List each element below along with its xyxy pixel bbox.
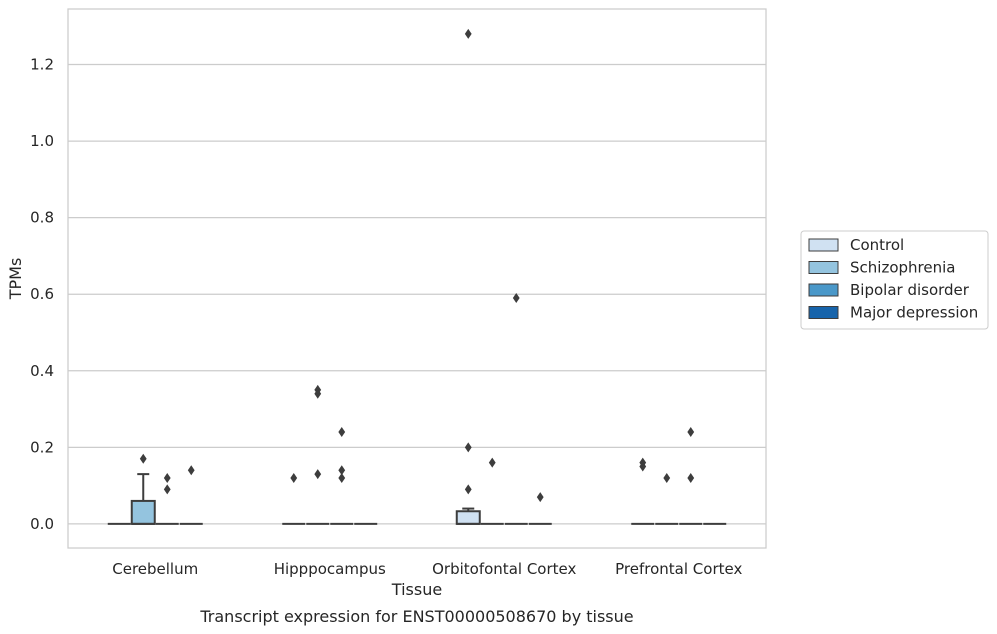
x-tick-label: Orbitofontal Cortex bbox=[432, 560, 576, 578]
outlier-point bbox=[163, 472, 171, 483]
y-tick-label: 0.0 bbox=[30, 515, 54, 533]
plot-frame bbox=[67, 8, 767, 549]
outlier-point bbox=[687, 472, 695, 483]
y-axis-label: TPMs bbox=[6, 258, 25, 301]
outlier-point bbox=[488, 457, 496, 468]
outlier-point bbox=[338, 427, 346, 438]
outlier-point bbox=[290, 472, 298, 483]
legend-swatch bbox=[808, 283, 839, 297]
legend-label: Schizophrenia bbox=[850, 259, 955, 277]
outlier-point bbox=[187, 465, 195, 476]
legend-label: Control bbox=[850, 236, 904, 254]
box bbox=[455, 510, 481, 525]
outlier-point bbox=[512, 293, 520, 304]
outlier-point bbox=[314, 388, 322, 399]
outlier-point bbox=[338, 472, 346, 483]
outlier-point bbox=[338, 465, 346, 476]
legend-swatch bbox=[808, 238, 839, 252]
outlier-point bbox=[464, 442, 472, 453]
outlier-point bbox=[139, 453, 147, 464]
chart-caption: Transcript expression for ENST0000050867… bbox=[199, 607, 633, 626]
box-elements bbox=[107, 473, 727, 525]
outlier-point bbox=[163, 484, 171, 495]
outlier-point bbox=[536, 492, 544, 503]
y-tick-label: 1.0 bbox=[30, 132, 54, 150]
x-tick-label: Hipppocampus bbox=[274, 560, 386, 578]
legend: Control Schizophrenia Bipolar disorder Majo… bbox=[800, 230, 989, 330]
x-tick-label: Cerebellum bbox=[112, 560, 198, 578]
outlier-point bbox=[464, 28, 472, 39]
legend-swatch bbox=[808, 261, 839, 274]
outlier-point bbox=[314, 469, 322, 480]
x-tick-labels: Cerebellum Hipppocampus Orbitofontal Corte… bbox=[112, 560, 742, 578]
outlier-point bbox=[687, 427, 695, 438]
x-axis-label: Tissue bbox=[391, 580, 442, 599]
y-tick-label: 1.2 bbox=[30, 56, 54, 74]
x-tick-label: Prefrontal Cortex bbox=[615, 560, 742, 578]
legend-label: Bipolar disorder bbox=[850, 281, 970, 299]
legend-frame bbox=[800, 230, 989, 330]
outlier-point bbox=[639, 461, 647, 472]
legend-label: Major depression bbox=[850, 304, 978, 322]
outlier-point bbox=[663, 472, 671, 483]
legend-swatch bbox=[808, 306, 839, 319]
y-tick-label: 0.4 bbox=[30, 362, 54, 380]
outlier-point bbox=[464, 484, 472, 495]
y-tick-labels: 0.0 0.2 0.4 0.6 0.8 1.0 1.2 bbox=[30, 56, 54, 533]
y-tick-label: 0.2 bbox=[30, 438, 54, 456]
outlier-points bbox=[139, 28, 695, 503]
box bbox=[130, 499, 156, 525]
gridlines bbox=[68, 63, 766, 525]
y-tick-label: 0.6 bbox=[30, 285, 54, 303]
y-tick-label: 0.8 bbox=[30, 209, 54, 227]
